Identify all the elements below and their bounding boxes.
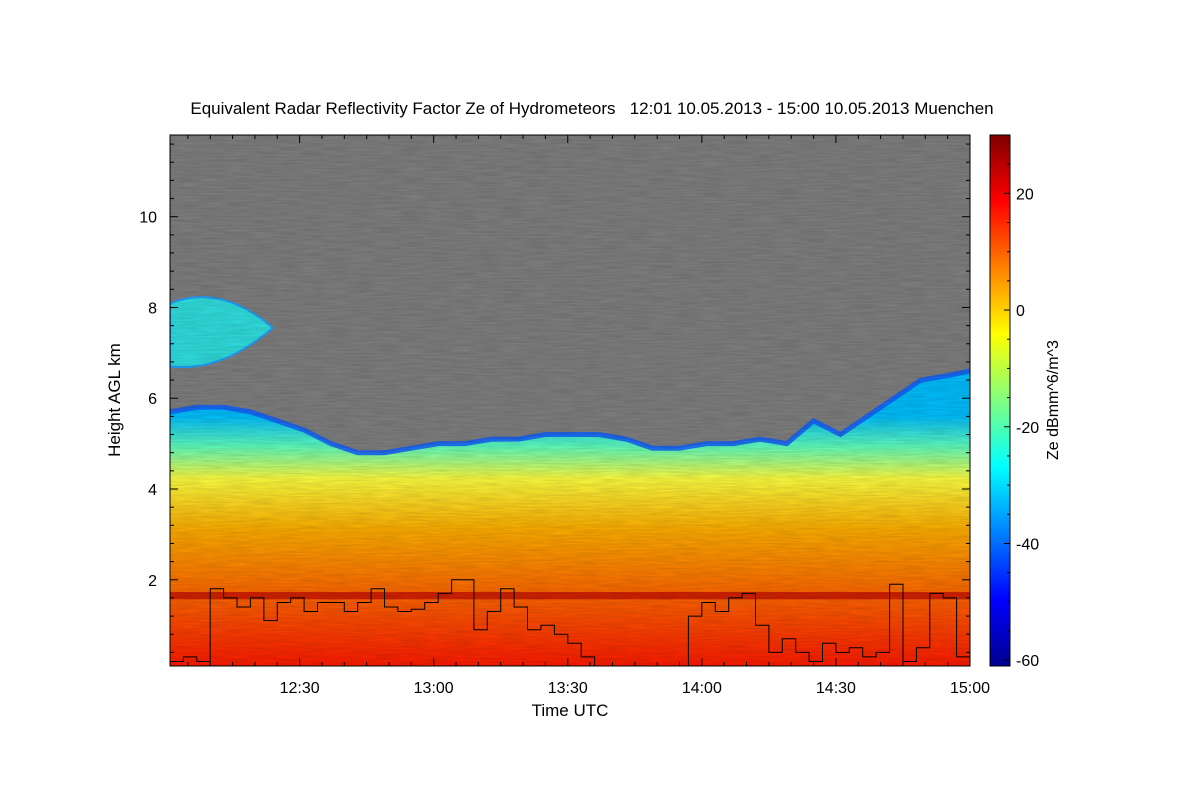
- colorbar-tick-label: -40: [1016, 536, 1039, 553]
- x-tick-label: 14:30: [816, 680, 856, 697]
- y-tick-label: 4: [148, 482, 157, 499]
- y-tick-label: 6: [148, 391, 157, 408]
- x-tick-label: 15:00: [950, 680, 990, 697]
- colorbar-tick-label: 20: [1016, 186, 1034, 203]
- colorbar-tick-label: -20: [1016, 420, 1039, 437]
- line-series: [170, 579, 970, 666]
- y-tick-label: 8: [148, 300, 157, 317]
- black-line-overlay: [170, 579, 970, 666]
- x-tick-label: 12:30: [280, 680, 320, 697]
- colorbar-tick-label: -60: [1016, 653, 1039, 670]
- colorbar-tick-label: 0: [1016, 303, 1025, 320]
- chart-title: Equivalent Radar Reflectivity Factor Ze …: [190, 99, 993, 118]
- y-axis: 2 4 6 8 10: [139, 143, 970, 653]
- colorbar: [989, 134, 1011, 667]
- x-tick-label: 14:00: [682, 680, 722, 697]
- colorbar-axis: 20 0 -20 -40 -60: [1004, 134, 1039, 670]
- y-tick-label: 10: [139, 210, 157, 227]
- plot-frame: [169, 134, 971, 667]
- reflectivity-field: [170, 135, 970, 666]
- y-axis-label: Height AGL km: [105, 343, 124, 457]
- x-tick-label: 13:00: [414, 680, 454, 697]
- x-axis: 12:30 13:00 13:30 14:00 14:30 15:00: [187, 135, 990, 697]
- texture-overlay: [170, 135, 970, 666]
- x-tick-label: 13:30: [548, 680, 588, 697]
- x-axis-label: Time UTC: [532, 701, 609, 720]
- colorbar-label: Ze dBmm^6/m^3: [1045, 340, 1062, 460]
- y-tick-label: 2: [148, 573, 157, 590]
